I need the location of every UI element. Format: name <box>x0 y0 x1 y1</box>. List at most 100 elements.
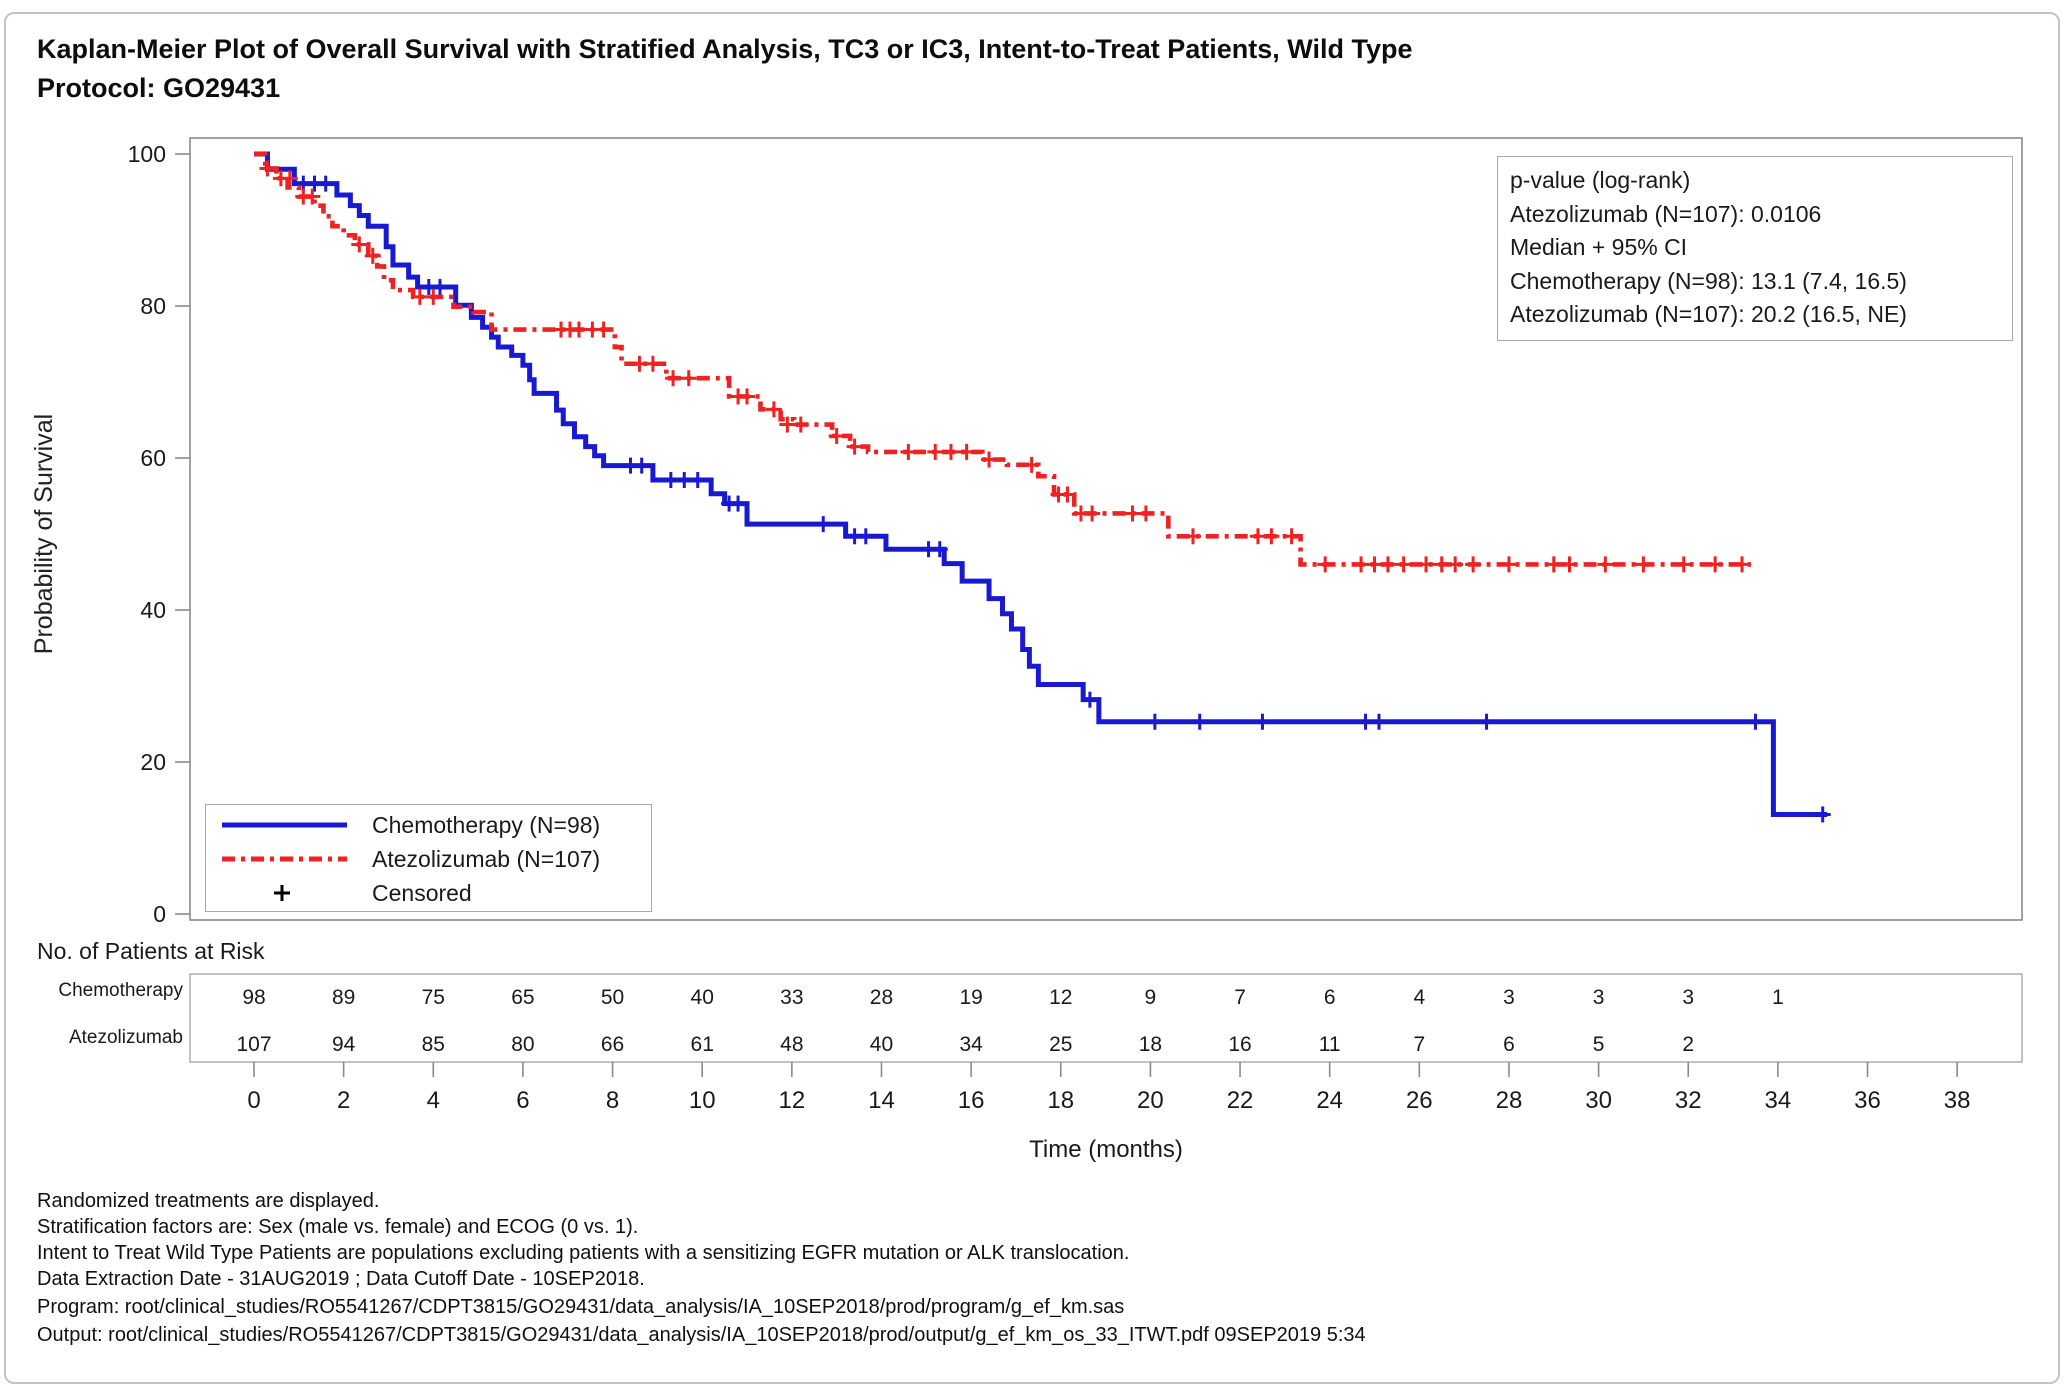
legend-row-atezolizumab: Atezolizumab (N=107) <box>214 842 651 876</box>
stats-line-median-atezo: Atezolizumab (N=107): 20.2 (16.5, NE) <box>1510 301 1907 327</box>
legend-row-chemotherapy: Chemotherapy (N=98) <box>214 808 651 842</box>
svg-text:3: 3 <box>1682 986 1694 1009</box>
svg-text:40: 40 <box>870 1033 893 1056</box>
svg-text:32: 32 <box>1675 1087 1702 1114</box>
footnote-program-path: Program: root/clinical_studies/RO5541267… <box>37 1296 1125 1318</box>
svg-text:22: 22 <box>1227 1087 1254 1114</box>
svg-text:2: 2 <box>337 1087 350 1114</box>
footnote-output-path: Output: root/clinical_studies/RO5541267/… <box>37 1324 1366 1346</box>
svg-text:6: 6 <box>1503 1033 1515 1056</box>
curve-chemotherapy <box>254 151 1828 817</box>
svg-text:28: 28 <box>870 986 893 1009</box>
svg-text:7: 7 <box>1234 986 1246 1009</box>
svg-text:66: 66 <box>601 1033 624 1056</box>
svg-text:6: 6 <box>1324 986 1336 1009</box>
footnote-2: Stratification factors are: Sex (male vs… <box>37 1216 639 1238</box>
legend-label-censored: Censored <box>372 879 472 906</box>
svg-text:40: 40 <box>140 597 166 623</box>
red-dash-dot-line-icon <box>222 856 347 862</box>
svg-text:40: 40 <box>691 986 714 1009</box>
svg-text:33: 33 <box>780 986 803 1009</box>
svg-text:5: 5 <box>1593 1033 1605 1056</box>
svg-text:107: 107 <box>236 1033 271 1056</box>
svg-text:34: 34 <box>1765 1087 1792 1114</box>
x-axis: 0 2 4 6 8 10 12 14 16 18 20 22 24 26 28 30 32 34 36 38 <box>247 1062 1971 1114</box>
svg-text:2: 2 <box>1682 1033 1694 1056</box>
svg-text:80: 80 <box>140 293 166 319</box>
svg-text:11: 11 <box>1319 1033 1341 1056</box>
footnote-4: Data Extraction Date - 31AUG2019 ; Data … <box>37 1268 645 1290</box>
svg-text:28: 28 <box>1496 1087 1523 1114</box>
at-risk-numbers-atezolizumab: 107 94 85 80 66 61 48 40 34 25 18 16 11 7 6 5 2 <box>236 1033 1694 1056</box>
svg-text:25: 25 <box>1049 1033 1072 1056</box>
footnote-3: Intent to Treat Wild Type Patients are p… <box>37 1242 1130 1264</box>
svg-text:16: 16 <box>1228 1033 1251 1056</box>
svg-text:89: 89 <box>332 986 355 1009</box>
svg-text:65: 65 <box>511 986 534 1009</box>
svg-text:34: 34 <box>959 1033 983 1056</box>
svg-text:18: 18 <box>1047 1087 1074 1114</box>
svg-text:3: 3 <box>1503 986 1515 1009</box>
svg-text:60: 60 <box>140 445 166 471</box>
svg-text:0: 0 <box>153 901 166 927</box>
svg-text:8: 8 <box>606 1087 619 1114</box>
blue-solid-line-icon <box>222 822 347 828</box>
svg-text:16: 16 <box>958 1087 985 1114</box>
legend-label-chemotherapy: Chemotherapy (N=98) <box>372 811 601 838</box>
title-line-2: Protocol: GO29431 <box>37 73 281 103</box>
svg-text:14: 14 <box>868 1087 895 1114</box>
at-risk-rowlabel-chemotherapy: Chemotherapy <box>58 980 183 1001</box>
svg-text:18: 18 <box>1139 1033 1162 1056</box>
svg-text:0: 0 <box>247 1087 260 1114</box>
stats-box: p-value (log-rank) Atezolizumab (N=107):… <box>1497 156 2013 341</box>
svg-text:12: 12 <box>1049 986 1072 1009</box>
stats-line-median-chemo: Chemotherapy (N=98): 13.1 (7.4, 16.5) <box>1510 267 1907 294</box>
x-axis-title: Time (months) <box>1029 1136 1183 1163</box>
svg-text:80: 80 <box>511 1033 534 1056</box>
legend-label-atezolizumab: Atezolizumab (N=107) <box>372 845 601 872</box>
svg-text:26: 26 <box>1406 1087 1433 1114</box>
svg-text:19: 19 <box>959 986 982 1009</box>
svg-text:30: 30 <box>1585 1087 1612 1114</box>
at-risk-box <box>189 973 2023 1063</box>
plot-frame <box>189 137 2023 921</box>
svg-text:61: 61 <box>691 1033 714 1056</box>
svg-text:12: 12 <box>778 1087 805 1114</box>
svg-text:7: 7 <box>1413 1033 1425 1056</box>
svg-text:1: 1 <box>1772 986 1784 1009</box>
legend-row-censored: Censored <box>214 876 651 910</box>
stats-line-pvalue: Atezolizumab (N=107): 0.0106 <box>1510 200 1822 227</box>
svg-text:48: 48 <box>780 1033 803 1056</box>
svg-text:4: 4 <box>427 1087 440 1114</box>
svg-text:38: 38 <box>1944 1087 1971 1114</box>
page-title: Kaplan-Meier Plot of Overall Survival wi… <box>37 30 1997 108</box>
svg-text:10: 10 <box>689 1087 716 1114</box>
svg-text:24: 24 <box>1316 1087 1343 1114</box>
svg-text:75: 75 <box>422 986 445 1009</box>
svg-text:36: 36 <box>1854 1087 1881 1114</box>
plus-censored-icon <box>274 885 290 901</box>
legend: Chemotherapy (N=98) Atezolizumab (N=107)… <box>205 804 652 912</box>
svg-text:50: 50 <box>601 986 624 1009</box>
svg-text:85: 85 <box>422 1033 445 1056</box>
svg-text:20: 20 <box>140 749 166 775</box>
stats-line-median-header: Median + 95% CI <box>1510 234 1688 260</box>
svg-text:6: 6 <box>516 1087 529 1114</box>
at-risk-numbers-chemotherapy: 98 89 75 65 50 40 33 28 19 12 9 7 6 4 3 3 3 1 <box>242 986 1783 1009</box>
at-risk-rowlabel-atezolizumab: Atezolizumab <box>68 1027 183 1048</box>
censor-marks-chemotherapy <box>295 175 1831 823</box>
svg-text:4: 4 <box>1413 986 1425 1009</box>
censor-marks-atezolizumab <box>259 160 1751 573</box>
footnote-1: Randomized treatments are displayed. <box>37 1190 380 1212</box>
title-line-1: Kaplan-Meier Plot of Overall Survival wi… <box>37 34 1413 64</box>
svg-text:20: 20 <box>1137 1087 1164 1114</box>
svg-text:9: 9 <box>1145 986 1157 1009</box>
at-risk-heading: No. of Patients at Risk <box>37 938 265 964</box>
y-axis: 0 20 40 60 80 100 <box>128 141 190 927</box>
svg-text:94: 94 <box>332 1033 356 1056</box>
svg-text:98: 98 <box>242 986 265 1009</box>
svg-text:3: 3 <box>1593 986 1605 1009</box>
stats-line-pvalue-header: p-value (log-rank) <box>1510 167 1691 193</box>
